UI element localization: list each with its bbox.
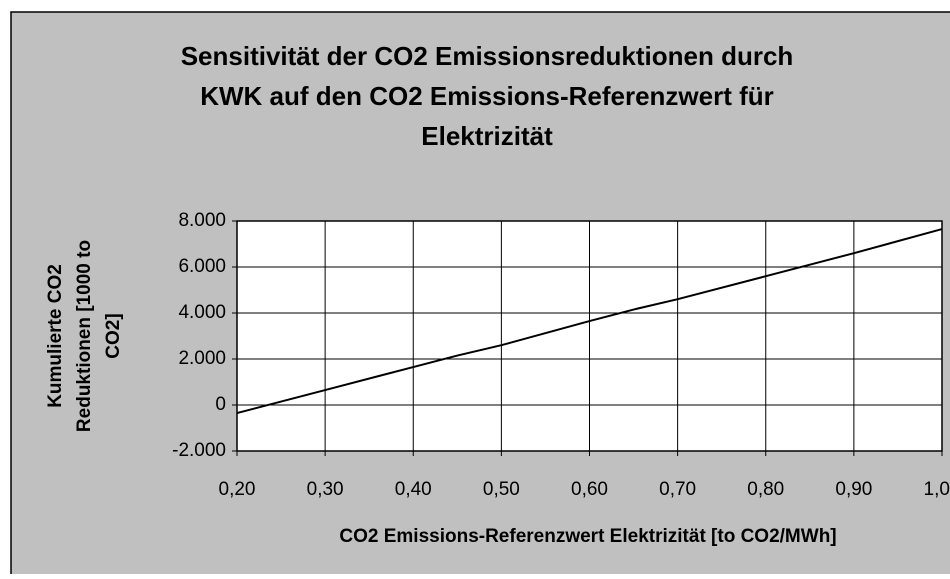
line-series <box>236 228 943 415</box>
y-tick-label: 0 <box>215 394 226 415</box>
y-axis-label: Kumulierte CO2 <box>45 264 66 408</box>
x-tick-label: 0,60 <box>571 479 608 500</box>
x-tick-label: 0,50 <box>483 479 520 500</box>
plot-border <box>236 220 943 452</box>
x-axis-label: CO2 Emissions-Referenzwert Elektrizität … <box>339 526 836 547</box>
x-tick-label: 0,90 <box>835 479 872 500</box>
y-tick-label: 2.000 <box>178 348 226 369</box>
chart-title: KWK auf den CO2 Emissions-Referenzwert f… <box>200 81 774 111</box>
x-tick-label: 0,20 <box>219 479 256 500</box>
y-axis-label: Reduktionen [1000 to <box>74 240 95 432</box>
y-tick-label: -2.000 <box>172 440 226 461</box>
x-tick-label: 0,30 <box>307 479 344 500</box>
chart-title: Elektrizität <box>421 121 553 151</box>
y-tick-label: 4.000 <box>178 302 226 323</box>
x-tick-label: 0,40 <box>395 479 432 500</box>
y-tick-label: 8.000 <box>178 210 226 231</box>
x-tick-label: 1,00 <box>924 479 950 500</box>
x-tick-label: 0,70 <box>659 479 696 500</box>
y-axis-label: CO2] <box>103 313 124 358</box>
y-tick-label: 6.000 <box>178 256 226 277</box>
x-tick-label: 0,80 <box>747 479 784 500</box>
chart-title: Sensitivität der CO2 Emissionsreduktione… <box>181 41 794 71</box>
